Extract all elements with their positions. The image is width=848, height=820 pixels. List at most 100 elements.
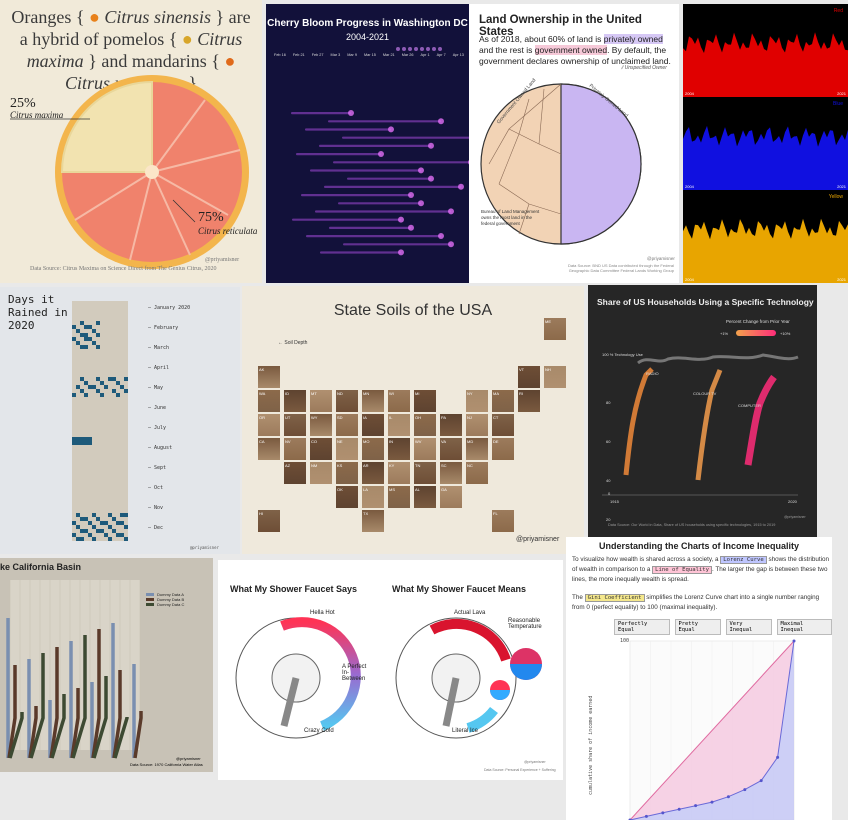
cal-bar-10 (70, 688, 80, 759)
cherry-bar-7 (310, 169, 421, 172)
label-hella-hot: Hella Hot (310, 610, 335, 616)
cal-bar-1 (7, 665, 17, 759)
rain-day (96, 529, 100, 533)
rain-day (96, 321, 100, 325)
rain-month-1: — February (148, 325, 179, 331)
rgb-year-end-1: 2021 (837, 184, 847, 189)
rain-day (120, 385, 124, 389)
lorenz-chart (628, 639, 796, 820)
soil-me: ME (544, 318, 566, 340)
soil-nm: NM (310, 462, 332, 484)
cal-title: ke California Basin (0, 562, 82, 572)
rain-day (112, 517, 116, 521)
cherry-peak-5 (378, 151, 384, 157)
rain-day (76, 437, 80, 441)
cherry-bar-13 (292, 218, 401, 221)
rain-day (84, 333, 88, 337)
tech-title: Share of US Households Using a Specific … (597, 297, 814, 307)
rain-day (96, 377, 100, 381)
label-literal-ice: Literal Ice (452, 728, 479, 734)
cherry-date-axis: Feb 16 Feb 21 Feb 27 Mar 3 Mar 9 Mar 15 Mar 21… (274, 53, 464, 57)
ineq-y-top: 100 (620, 638, 630, 644)
label-perfect: A Perfect In-Between (342, 664, 367, 682)
cal-handle: @priyamisner (176, 756, 201, 761)
rain-day (120, 521, 124, 525)
cherry-subtitle: 2004-2021 (345, 32, 390, 42)
rain-day (84, 529, 88, 533)
soil-ct: CT (492, 414, 514, 436)
rain-month-6: — July (148, 425, 167, 431)
rain-day (84, 437, 88, 441)
cherry-legend-dot-5 (426, 47, 430, 51)
lorenz-point-10 (792, 639, 796, 643)
cal-bar-11 (71, 635, 87, 759)
rain-day (88, 437, 92, 441)
rain-day (80, 345, 84, 349)
soil-nc: NC (466, 462, 488, 484)
rain-month-4: — May (148, 385, 164, 391)
rain-month-10: — Nov (148, 505, 164, 511)
soil-al: AL (414, 486, 436, 508)
rain-day (76, 441, 80, 445)
soil-ca: CA (258, 438, 280, 460)
rain-day (76, 513, 80, 517)
rain-day (124, 525, 128, 529)
rgb-year-start-2: 2004 (685, 277, 695, 282)
color-area-chart: Red 2004 2021 Blue 2004 2021 Yellow 2004 2021 (683, 4, 848, 283)
land-pie: Government Owned Land Privately Owned La… (480, 77, 642, 245)
cherry-bar-6 (333, 161, 469, 164)
private-highlight: privately owned (603, 34, 663, 44)
btn-maximal-inequal[interactable]: Maximal Inequal (776, 619, 832, 635)
orange-source: Data Source: Citrus Maxima on Science Di… (30, 266, 217, 272)
btn-very-inequal[interactable]: Very Inequal (725, 619, 772, 635)
cherry-peak-12 (448, 208, 454, 215)
ineq-title: Understanding the Charts of Income Inequ… (598, 541, 800, 551)
soils-title: State Soils of the USA (333, 302, 493, 319)
land-description: As of 2018, about 60% of land is private… (479, 34, 671, 66)
soil-in: IN (388, 438, 410, 460)
rain-day (100, 529, 104, 533)
soil-ri: RI (518, 390, 540, 412)
btn-perfectly-equal[interactable]: Perfectly Equal (614, 619, 670, 635)
land-title: Land Ownership in the United States (479, 14, 642, 38)
rain-day (108, 525, 112, 529)
knit-base (72, 301, 128, 541)
cal-bar-16 (112, 670, 122, 759)
cherry-bar-17 (320, 251, 401, 254)
btn-pretty-equal[interactable]: Pretty Equal (674, 619, 721, 635)
rain-day (80, 517, 84, 521)
soil-depth-legend: ← Soil Depth (278, 340, 308, 346)
rain-day (116, 393, 120, 397)
rain-day (124, 377, 128, 381)
gini-chip: Gini Coefficient (584, 594, 645, 602)
tech-y-zero: 0 (608, 491, 611, 496)
soil-co: CO (310, 438, 332, 460)
cherry-peak-16 (448, 241, 454, 248)
soil-fl: FL (492, 510, 514, 532)
land-ownership-chart: Land Ownership in the United States As o… (469, 4, 679, 283)
cherry-bar-4 (319, 144, 431, 147)
cherry-date-3: Mar 3 (330, 53, 341, 57)
cal-legend-item-2: Dummy Data C (146, 602, 184, 607)
cherry-peak-11 (418, 200, 424, 207)
rain-month-9: — Oct (148, 485, 164, 491)
rain-month-5: — June (148, 405, 167, 411)
rain-title: Days it Rained in 2020 (8, 293, 68, 332)
rain-day (116, 521, 120, 525)
cherry-bloom-chart: Cherry Bloom Progress in Washington DC 2… (266, 4, 469, 283)
cherry-peak-14 (408, 224, 414, 231)
cherry-peak-10 (408, 192, 414, 198)
rain-day (84, 393, 88, 397)
rain-day (80, 321, 84, 325)
rgb-year-start-1: 2004 (685, 184, 695, 189)
soil-nj: NJ (466, 414, 488, 436)
tech-x-start: 1915 (610, 499, 619, 504)
soil-va: VA (440, 438, 462, 460)
soil-ms: MS (388, 486, 410, 508)
lorenz-chip: Lorenz Curve (720, 556, 767, 564)
ineq-paragraph-2: The Gini Coefficient simplifies the Lore… (572, 594, 820, 611)
soil-wy: WY (310, 414, 332, 436)
faucet-dials (235, 617, 542, 739)
soil-ia: IA (362, 414, 384, 436)
cherry-bar-14 (329, 226, 411, 229)
